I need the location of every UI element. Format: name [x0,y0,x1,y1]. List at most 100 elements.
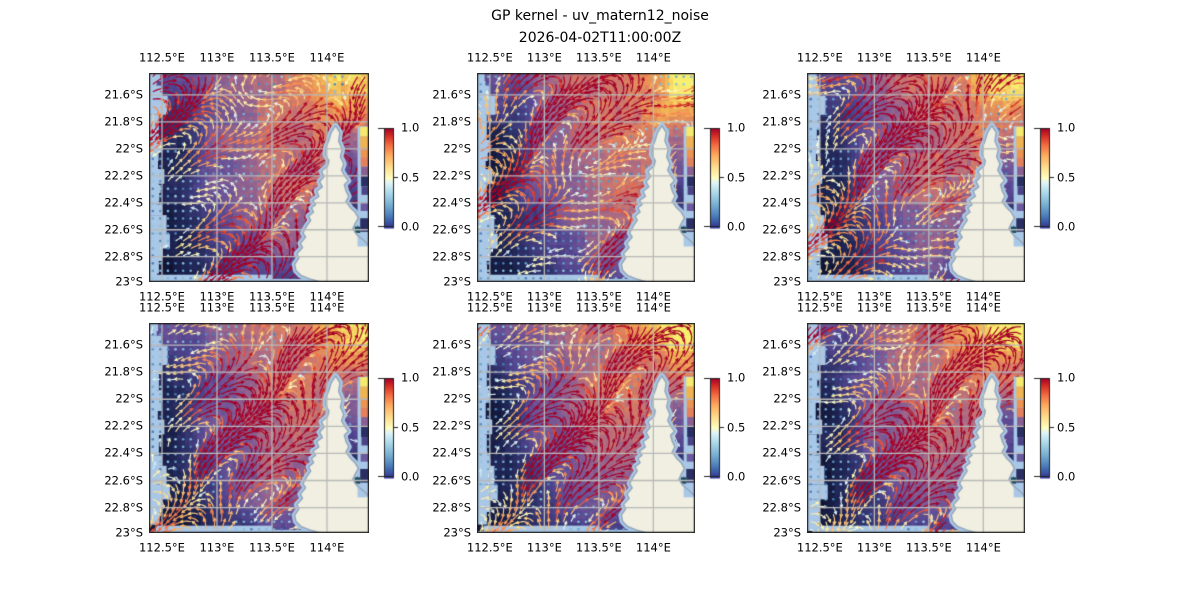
lat-tick-label: 21.6°S [432,337,471,352]
lon-tick-label-bottom: 113°E [199,540,235,555]
lon-tick-label-bottom: 112.5°E [796,289,843,304]
lon-tick-label-top: 114°E [965,50,1001,65]
lat-tick-label: 22.6°S [104,222,143,236]
lat-tick-label: 22.8°S [762,499,801,514]
lon-tick-label-top: 112.5°E [796,300,843,315]
lon-tick-label-bottom: 114°E [965,540,1001,555]
lon-tick-label-top: 113°E [856,300,892,315]
lat-tick-label: 21.6°S [432,87,471,102]
lat-tick-label: 21.8°S [104,114,143,129]
lon-tick-label-top: 114°E [635,300,671,315]
colorbar-tick-label: 0.0 [1057,469,1076,484]
lon-tick-label-top: 112.5°E [466,300,513,315]
lon-tick-label-top: 113°E [526,50,562,65]
colorbar-tick-label: 0.5 [1057,169,1076,184]
lon-tick-label-top: 113°E [199,50,235,65]
lon-tick-label-bottom: 113.5°E [905,540,952,555]
lat-tick-label: 22.6°S [104,472,143,487]
colorbar [376,373,402,482]
colorbar-tick-label: 0.5 [1057,419,1076,434]
colorbar-tick-label: 1.0 [727,370,746,385]
lon-tick-label-bottom: 112.5°E [466,289,513,304]
lat-tick-label: 22.2°S [762,168,801,183]
lat-tick-label: 21.8°S [104,364,143,379]
colorbar-tick-label: 1.0 [401,120,420,135]
map-panel-canvas [807,73,1025,282]
lon-tick-label-bottom: 113°E [856,289,892,304]
lat-tick-label: 23°S [115,525,143,540]
lat-tick-label: 22.8°S [104,248,143,263]
lon-tick-label-bottom: 113.5°E [248,289,295,304]
lat-tick-label: 23°S [773,274,801,289]
lon-tick-label-bottom: 114°E [635,540,671,555]
map-panel-canvas [807,323,1025,533]
colorbar-tick-label: 0.5 [401,169,420,184]
lon-tick-label-top: 114°E [965,300,1001,315]
lat-tick-label: 21.6°S [104,87,143,102]
lat-tick-label: 23°S [443,274,471,289]
colorbar-tick-label: 1.0 [1057,370,1076,385]
lon-tick-label-bottom: 114°E [635,289,671,304]
lon-tick-label-top: 112.5°E [466,50,513,65]
lon-tick-label-bottom: 113°E [526,289,562,304]
lon-tick-label-top: 114°E [635,50,671,65]
colorbar-tick-label: 0.0 [727,219,746,234]
lat-tick-label: 22.8°S [432,248,471,263]
chart-title: GP kernel - uv_matern12_noise [491,8,709,24]
colorbar-tick-label: 0.0 [401,219,420,234]
lat-tick-label: 22.2°S [104,168,143,183]
lat-tick-label: 23°S [773,525,801,540]
colorbar-tick-label: 1.0 [727,120,746,135]
colorbar [702,373,728,482]
lat-tick-label: 21.8°S [762,364,801,379]
lon-tick-label-top: 112.5°E [138,300,185,315]
lat-tick-label: 22.6°S [432,472,471,487]
lon-tick-label-top: 113.5°E [575,50,622,65]
colorbar-tick-label: 1.0 [1057,120,1076,135]
lon-tick-label-top: 113.5°E [248,300,295,315]
lat-tick-label: 22.4°S [104,445,143,460]
lat-tick-label: 22.4°S [104,195,143,210]
lon-tick-label-top: 113.5°E [248,50,295,65]
lat-tick-label: 21.8°S [762,114,801,129]
lon-tick-label-bottom: 112.5°E [138,540,185,555]
lon-tick-label-bottom: 112.5°E [466,540,513,555]
lon-tick-label-top: 112.5°E [138,50,185,65]
lat-tick-label: 22.8°S [432,499,471,514]
lat-tick-label: 21.6°S [762,337,801,352]
lon-tick-label-bottom: 113.5°E [575,289,622,304]
lon-tick-label-bottom: 113°E [856,540,892,555]
lat-tick-label: 22°S [443,141,471,156]
lon-tick-label-bottom: 112.5°E [796,540,843,555]
map-panel-canvas [149,73,369,282]
lon-tick-label-bottom: 113.5°E [248,540,295,555]
lat-tick-label: 22.6°S [432,222,471,236]
colorbar-tick-label: 0.5 [727,419,746,434]
lat-tick-label: 22°S [115,141,143,156]
lon-tick-label-bottom: 114°E [965,289,1001,304]
lat-tick-label: 22°S [773,391,801,406]
colorbar [702,123,728,232]
colorbar [1032,373,1058,482]
lat-tick-label: 22.6°S [762,222,801,236]
map-panel-canvas [149,323,369,533]
lon-tick-label-bottom: 113.5°E [575,540,622,555]
lat-tick-label: 22°S [115,391,143,406]
lat-tick-label: 22.4°S [432,195,471,210]
lat-tick-label: 22.6°S [762,472,801,487]
colorbar [1032,123,1058,232]
lon-tick-label-bottom: 114°E [309,289,345,304]
map-panel-canvas [477,323,695,533]
lat-tick-label: 21.8°S [432,364,471,379]
lat-tick-label: 22.2°S [762,418,801,433]
map-panel-canvas [477,73,695,282]
lat-tick-label: 23°S [115,274,143,289]
lon-tick-label-bottom: 112.5°E [138,289,185,304]
chart-subtitle: 2026-04-02T11:00:00Z [518,30,682,46]
colorbar-tick-label: 0.5 [727,169,746,184]
lat-tick-label: 22.8°S [762,248,801,263]
lat-tick-label: 22.4°S [762,445,801,460]
colorbar-tick-label: 0.5 [401,419,420,434]
lon-tick-label-top: 112.5°E [796,50,843,65]
